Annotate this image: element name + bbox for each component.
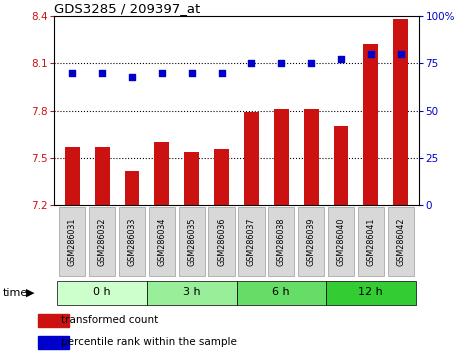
Text: percentile rank within the sample: percentile rank within the sample — [61, 337, 236, 348]
Text: GSM286039: GSM286039 — [307, 217, 315, 266]
Text: 0 h: 0 h — [93, 287, 111, 297]
Text: GSM286036: GSM286036 — [217, 217, 226, 266]
Point — [98, 70, 106, 75]
FancyBboxPatch shape — [149, 207, 175, 276]
Text: 3 h: 3 h — [183, 287, 201, 297]
Bar — [65, 147, 80, 205]
Text: GSM286033: GSM286033 — [128, 217, 137, 266]
Bar — [38, 336, 69, 349]
Bar — [333, 126, 349, 205]
Point — [278, 61, 285, 66]
Text: GSM286037: GSM286037 — [247, 217, 256, 266]
Text: GSM286032: GSM286032 — [97, 217, 106, 266]
Point — [397, 51, 404, 57]
FancyBboxPatch shape — [328, 207, 354, 276]
Text: 12 h: 12 h — [359, 287, 383, 297]
FancyBboxPatch shape — [57, 281, 147, 305]
Point — [307, 61, 315, 66]
FancyBboxPatch shape — [358, 207, 384, 276]
Point — [69, 70, 76, 75]
Text: GSM286035: GSM286035 — [187, 217, 196, 266]
Text: transformed count: transformed count — [61, 315, 158, 325]
Bar — [363, 44, 378, 205]
FancyBboxPatch shape — [179, 207, 205, 276]
Bar — [393, 19, 408, 205]
FancyBboxPatch shape — [387, 207, 414, 276]
FancyBboxPatch shape — [238, 207, 264, 276]
FancyBboxPatch shape — [59, 207, 86, 276]
FancyBboxPatch shape — [268, 207, 294, 276]
Text: 6 h: 6 h — [272, 287, 290, 297]
Point — [337, 57, 345, 62]
Bar — [154, 142, 169, 205]
FancyBboxPatch shape — [89, 207, 115, 276]
Bar — [124, 171, 140, 205]
Text: GSM286038: GSM286038 — [277, 217, 286, 266]
FancyBboxPatch shape — [209, 207, 235, 276]
Text: GSM286040: GSM286040 — [336, 217, 345, 266]
FancyBboxPatch shape — [298, 207, 324, 276]
Point — [188, 70, 195, 75]
Point — [128, 74, 136, 79]
Bar — [95, 147, 110, 205]
Bar — [38, 314, 69, 326]
Bar — [304, 109, 319, 205]
Text: GSM286034: GSM286034 — [158, 217, 166, 266]
Bar — [214, 149, 229, 205]
Text: GSM286041: GSM286041 — [367, 217, 376, 266]
FancyBboxPatch shape — [147, 281, 236, 305]
Text: ▶: ▶ — [26, 288, 35, 298]
Point — [218, 70, 225, 75]
Text: GSM286042: GSM286042 — [396, 217, 405, 266]
Point — [367, 51, 375, 57]
Point — [158, 70, 166, 75]
FancyBboxPatch shape — [326, 281, 416, 305]
FancyBboxPatch shape — [236, 281, 326, 305]
Bar — [244, 112, 259, 205]
Text: time: time — [2, 288, 27, 298]
Text: GDS3285 / 209397_at: GDS3285 / 209397_at — [54, 2, 201, 15]
FancyBboxPatch shape — [119, 207, 145, 276]
Bar — [184, 152, 199, 205]
Point — [248, 61, 255, 66]
Bar — [274, 109, 289, 205]
Text: GSM286031: GSM286031 — [68, 217, 77, 266]
